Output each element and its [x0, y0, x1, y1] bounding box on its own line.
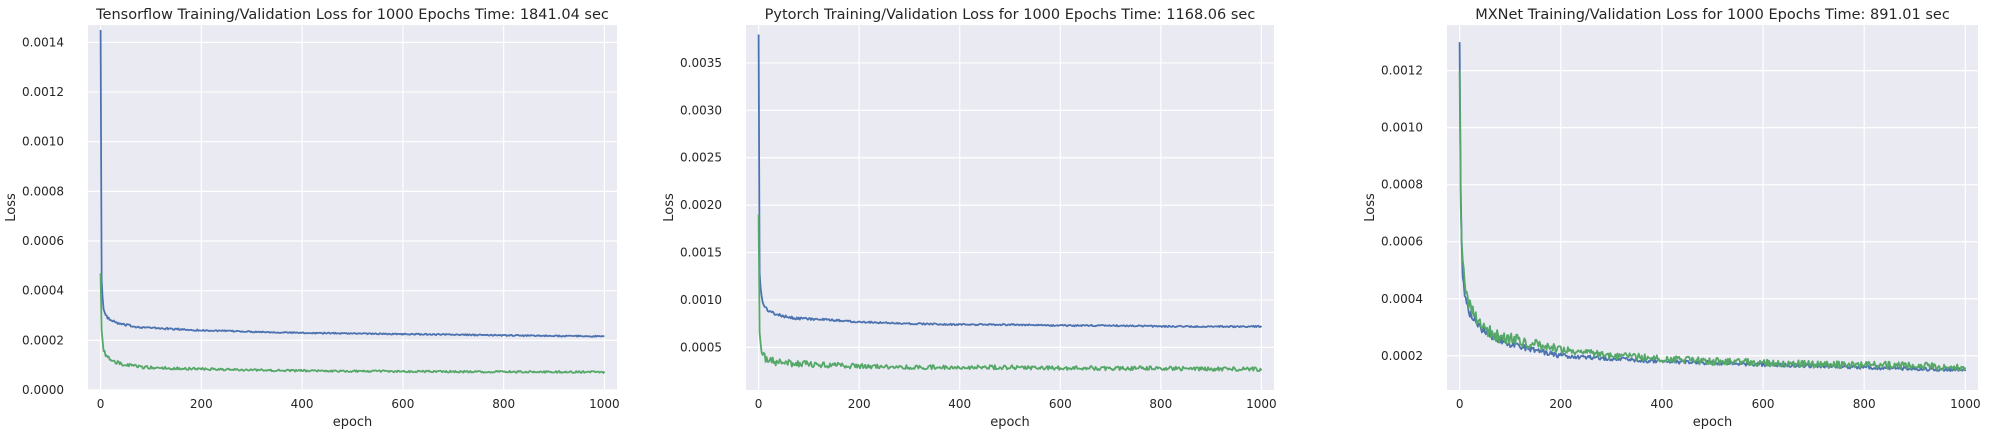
y-tick-label: 0.0006: [1381, 235, 1423, 249]
y-tick-label: 0.0035: [680, 56, 722, 70]
x-tick-label: 200: [190, 397, 213, 411]
validation-loss-line: [1458, 70, 1967, 372]
y-tick-label: 0.0004: [1381, 292, 1423, 306]
x-axis-label: epoch: [333, 415, 373, 430]
x-tick-label: 1000: [589, 397, 620, 411]
x-axis-label: epoch: [1693, 415, 1733, 430]
y-axis-label: Loss: [4, 193, 19, 222]
chart-title: Pytorch Training/Validation Loss for 100…: [765, 7, 1256, 23]
y-tick-label: 0.0006: [22, 234, 64, 248]
x-tick-label: 600: [391, 397, 414, 411]
x-tick-label: 800: [1853, 397, 1876, 411]
y-tick-label: 0.0010: [1381, 121, 1423, 135]
y-tick-label: 0.0014: [22, 35, 64, 49]
x-tick-label: 400: [948, 397, 971, 411]
training-loss-line: [757, 34, 1263, 329]
x-tick-label: 600: [1752, 397, 1775, 411]
plot-area: [746, 25, 1274, 390]
y-tick-label: 0.0012: [1381, 64, 1423, 78]
training-loss-line: [99, 29, 605, 338]
y-tick-label: 0.0030: [680, 103, 722, 117]
chart-panel-1: 0 200 400 600 800 1000 0.0000 0.0002 0.0004 0.000…: [4, 7, 620, 430]
plot-area: [1447, 25, 1978, 390]
x-tick-label: 200: [1549, 397, 1572, 411]
x-tick-label: 800: [492, 397, 515, 411]
x-tick-label: 0: [755, 397, 763, 411]
y-tick-label: 0.0025: [680, 151, 722, 165]
chart-title: Tensorflow Training/Validation Loss for …: [95, 7, 609, 23]
x-tick-label: 600: [1049, 397, 1072, 411]
x-tick-label: 200: [848, 397, 871, 411]
y-tick-label: 0.0010: [22, 135, 64, 149]
y-tick-label: 0.0008: [22, 184, 64, 198]
y-tick-label: 0.0005: [680, 340, 722, 354]
y-tick-label: 0.0010: [680, 293, 722, 307]
y-tick-label: 0.0004: [22, 284, 64, 298]
x-axis-label: epoch: [990, 415, 1030, 430]
y-tick-label: 0.0002: [22, 333, 64, 347]
y-tick-label: 0.0008: [1381, 178, 1423, 192]
y-tick-label: 0.0015: [680, 246, 722, 260]
chart-title: MXNet Training/Validation Loss for 1000 …: [1475, 7, 1950, 23]
validation-loss-line: [757, 214, 1263, 372]
x-tick-label: 400: [291, 397, 314, 411]
x-tick-label: 800: [1149, 397, 1172, 411]
x-tick-label: 0: [1456, 397, 1464, 411]
x-tick-label: 1000: [1246, 397, 1277, 411]
y-tick-label: 0.0000: [22, 383, 64, 397]
x-tick-label: 400: [1650, 397, 1673, 411]
chart-panel-3: 0 200 400 600 800 1000 0.0002 0.0004 0.0006 0.000…: [1363, 7, 1981, 430]
y-axis-label: Loss: [1363, 193, 1378, 222]
y-tick-label: 0.0012: [22, 85, 64, 99]
y-tick-label: 0.0002: [1381, 349, 1423, 363]
chart-panel-2: 0 200 400 600 800 1000 0.0005 0.0010 0.0015 0.002…: [662, 7, 1277, 430]
y-axis-label: Loss: [662, 193, 677, 222]
x-tick-label: 0: [97, 397, 105, 411]
validation-loss-line: [99, 273, 606, 374]
y-tick-label: 0.0020: [680, 198, 722, 212]
x-tick-label: 1000: [1950, 397, 1981, 411]
